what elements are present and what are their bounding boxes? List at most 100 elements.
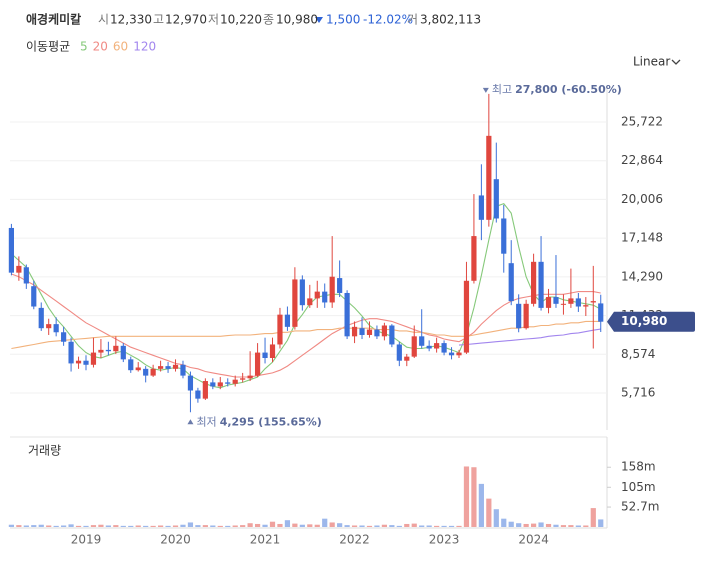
candle-body [434, 343, 440, 349]
volume-bar [217, 525, 223, 527]
candle-body [493, 179, 499, 219]
candle-body [523, 303, 529, 329]
candle-body [590, 301, 596, 303]
volume-bar [225, 525, 231, 527]
candle-body [53, 324, 59, 333]
volume-bar [337, 523, 343, 527]
volume-bar [366, 525, 373, 527]
candle-body [262, 352, 268, 359]
volume-bar [165, 525, 171, 527]
candle-body [545, 297, 552, 308]
volume-bar [53, 525, 59, 527]
volume-bar [590, 508, 596, 527]
candle-body [143, 368, 149, 376]
volume-bar [284, 520, 291, 527]
volume-bar [299, 524, 305, 527]
volume-bar [351, 525, 358, 527]
candle-body [337, 278, 343, 293]
volume-bar [426, 525, 432, 527]
candle-body [307, 298, 313, 306]
candle-body [441, 343, 447, 353]
candle-body [448, 352, 455, 356]
candle-body [31, 286, 37, 307]
field-value: 10,980 [276, 13, 318, 27]
volume-bar [389, 525, 395, 527]
candle-body [501, 218, 507, 254]
scale-button[interactable]: Linear [633, 55, 670, 69]
candle-body [583, 305, 589, 307]
candle-body [411, 336, 417, 357]
volume-bar [575, 525, 581, 527]
volume-bar [441, 525, 447, 527]
volume-bar [314, 524, 320, 527]
volume-bar [158, 525, 164, 527]
candle-body [240, 378, 246, 380]
candle-body [269, 344, 276, 359]
volume-bar [307, 524, 313, 527]
volume-bar [381, 524, 387, 527]
low-prefix: 최저 [196, 415, 216, 428]
x-tick-label: 2022 [339, 533, 370, 547]
candle-body [598, 303, 604, 322]
ma-line [458, 328, 601, 346]
volume-bar [404, 523, 410, 527]
volume-bar [31, 525, 37, 527]
current-price-box [607, 311, 695, 332]
candle-body [359, 328, 365, 335]
field-label: 고 [153, 13, 164, 27]
candle-body [471, 236, 477, 281]
volume-bar [202, 525, 208, 527]
candle-body [225, 382, 231, 384]
field-value: 12,970 [165, 13, 207, 27]
volume-bar [232, 525, 238, 527]
candle-body [113, 345, 119, 352]
field-label: 저 [208, 13, 219, 27]
candle-body [478, 195, 484, 220]
high-marker [482, 87, 489, 93]
change: 1,500 [326, 13, 360, 27]
y-tick-label: 5,716 [621, 386, 655, 400]
candle-body [202, 381, 208, 399]
candle-body [16, 265, 22, 273]
candle-body [516, 303, 522, 329]
volume-bar [240, 525, 246, 527]
candle-body [553, 297, 559, 304]
volume-tick-label: 105m [621, 480, 656, 494]
volume-bar [478, 483, 484, 527]
candle-body [172, 364, 179, 369]
candle-body [508, 263, 514, 302]
candle-body [210, 382, 216, 387]
candle-body [195, 390, 201, 399]
volume-bar [195, 525, 201, 527]
volume-bar [135, 525, 141, 527]
volume-bar [531, 523, 537, 527]
chevron[interactable] [671, 59, 681, 65]
volume-bar [61, 525, 67, 527]
candle-body [568, 298, 574, 304]
volume-bar [180, 524, 186, 527]
ma-legend: 120 [133, 40, 156, 54]
volume-field-value: 3,802,113 [420, 13, 481, 27]
candle-body [404, 356, 410, 361]
volume-bar [46, 525, 52, 527]
low-value: 4,295 (155.65%) [220, 415, 322, 428]
y-tick-label: 8,574 [621, 347, 655, 361]
volume-bar [120, 525, 126, 527]
volume-bar [23, 525, 29, 527]
volume-bar [545, 523, 552, 527]
x-tick-label: 2024 [518, 533, 549, 547]
candle-body [575, 298, 581, 307]
volume-bar [359, 525, 365, 527]
volume-bar [277, 523, 283, 527]
candle-body [46, 324, 52, 329]
candle-body [165, 366, 171, 369]
volume-bar [292, 523, 298, 527]
volume-bar [560, 525, 567, 527]
candle-body [284, 314, 291, 327]
volume-bar [568, 525, 574, 527]
volume-bar [471, 467, 477, 527]
candle-body [128, 359, 134, 371]
candle-body [531, 261, 537, 304]
volume-bar [75, 525, 82, 527]
